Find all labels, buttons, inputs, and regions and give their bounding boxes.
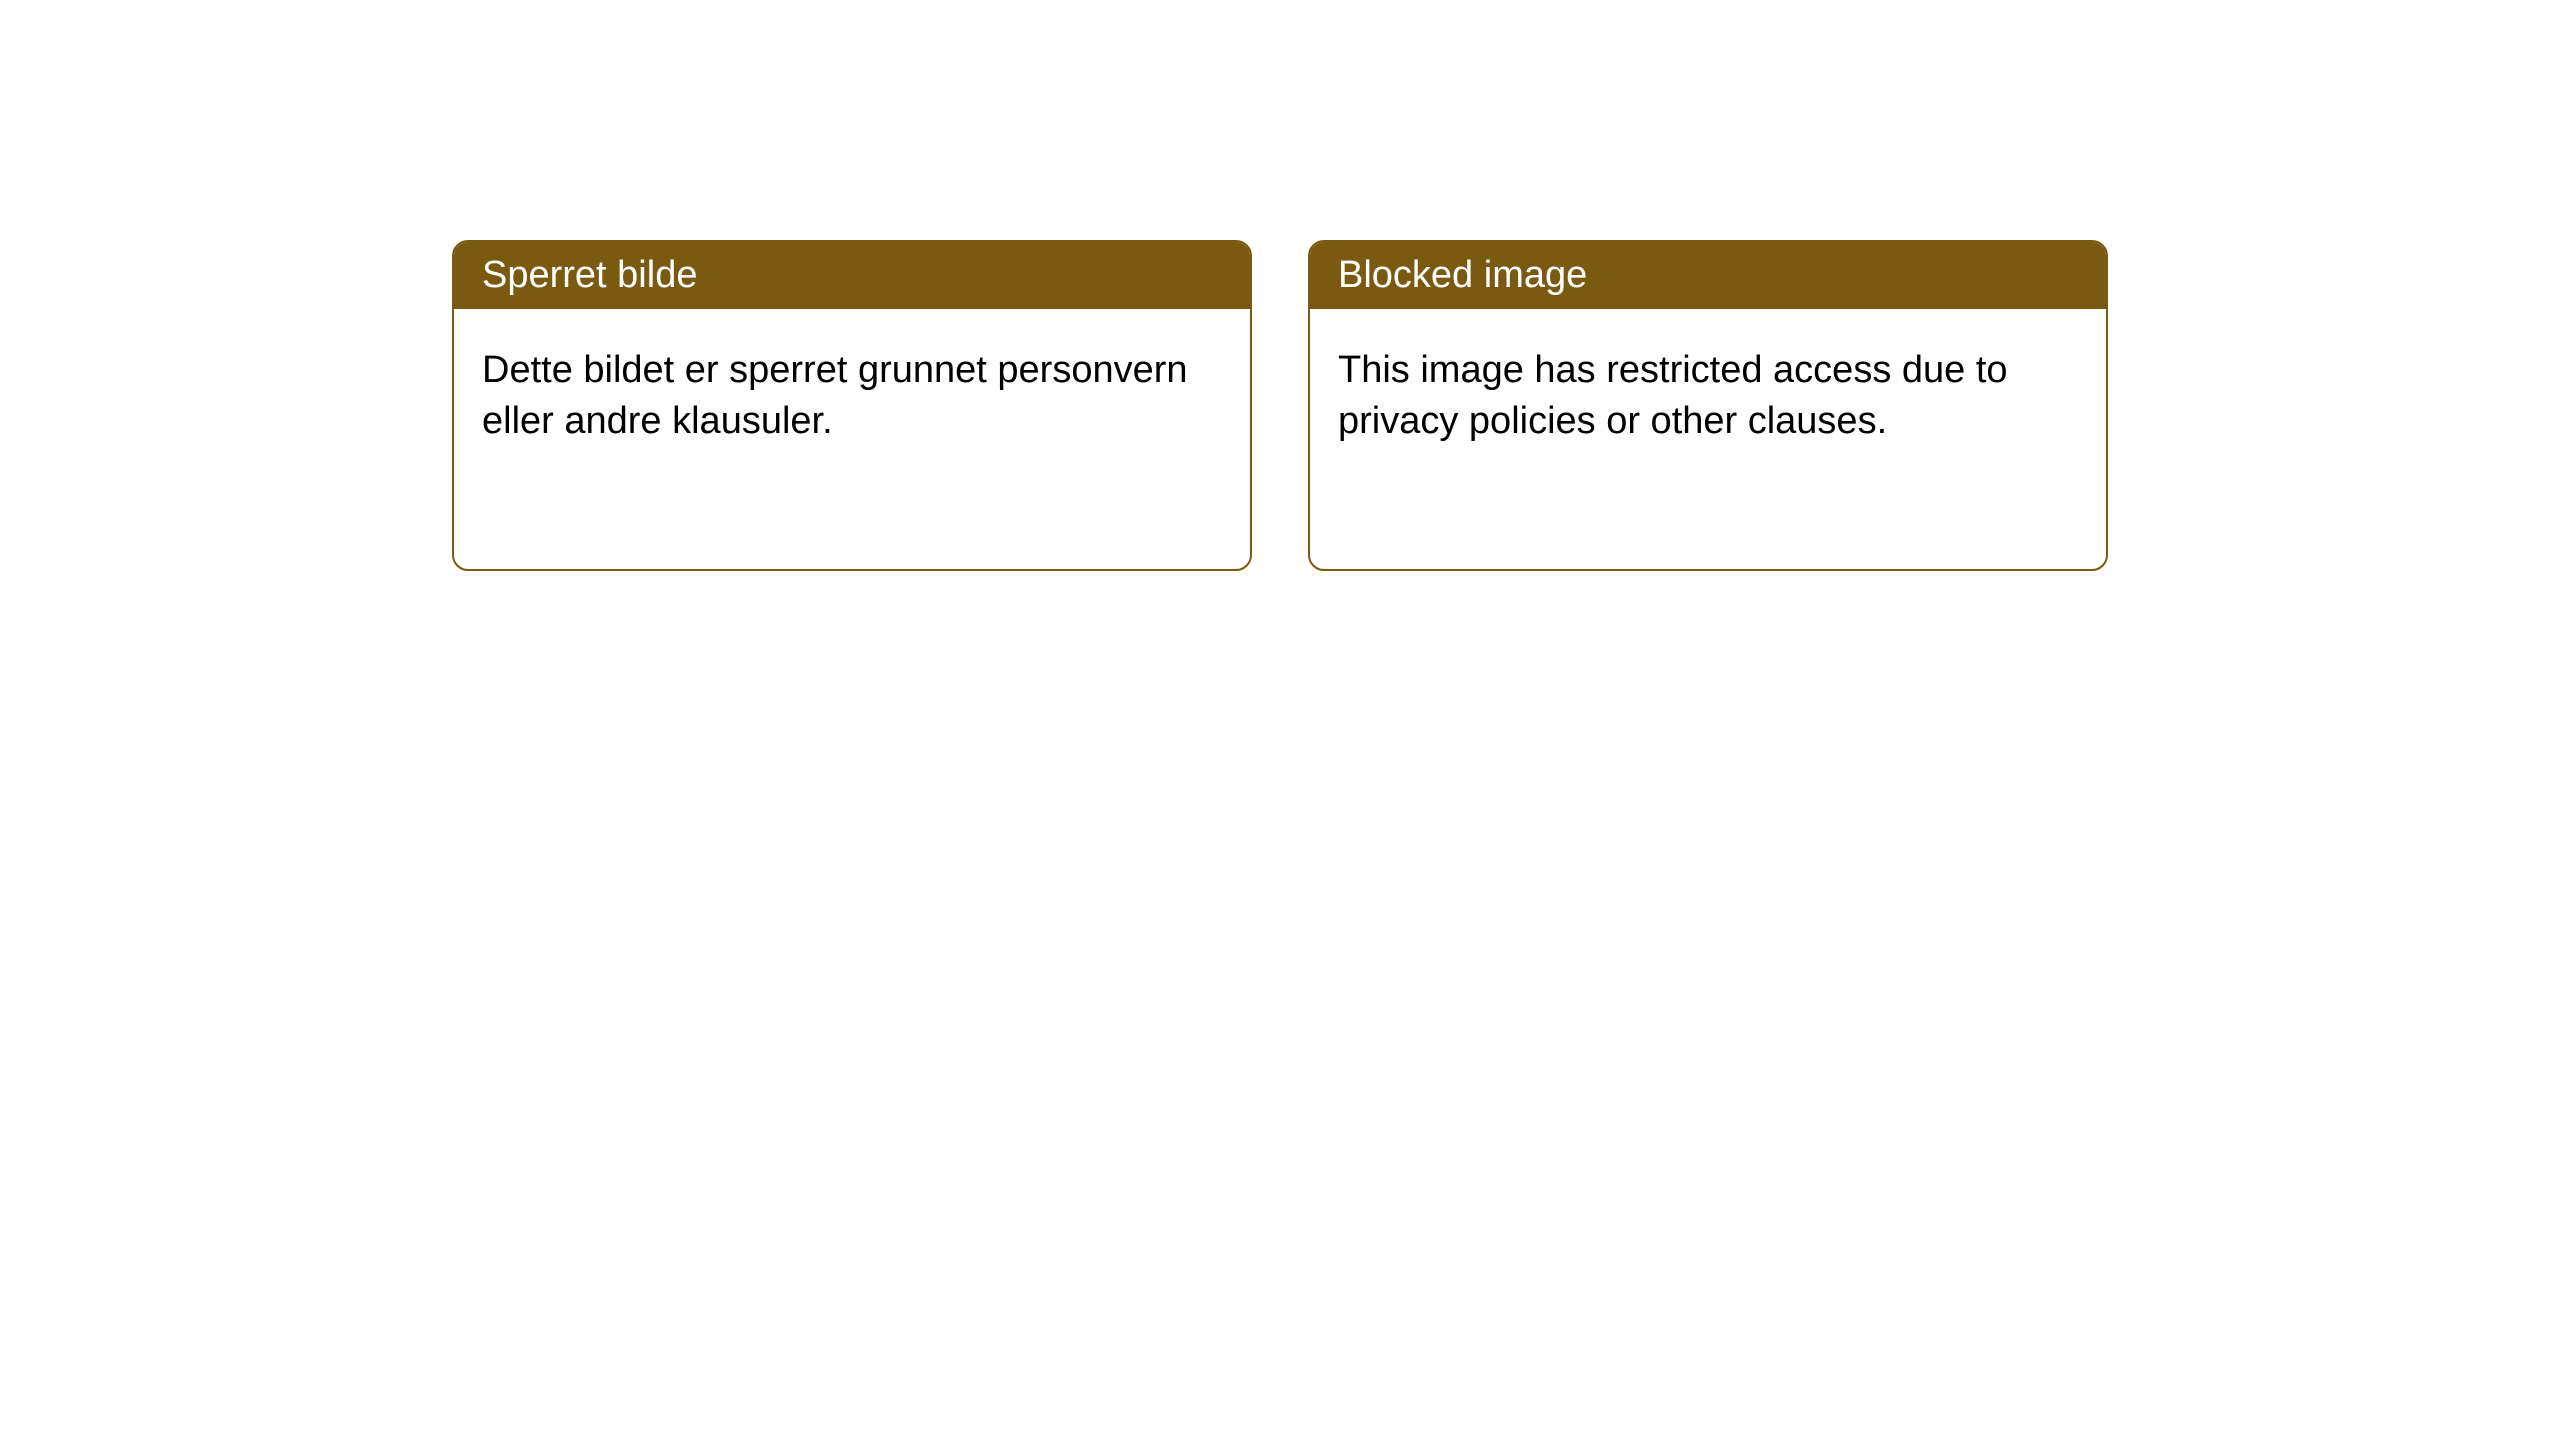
notice-title-en: Blocked image	[1338, 254, 1587, 296]
notice-body-no: Dette bildet er sperret grunnet personve…	[454, 309, 1250, 484]
notice-container: Sperret bilde Dette bildet er sperret gr…	[452, 240, 2108, 571]
notice-header-no: Sperret bilde	[454, 242, 1250, 309]
notice-body-en: This image has restricted access due to …	[1310, 309, 2106, 484]
notice-card-no: Sperret bilde Dette bildet er sperret gr…	[452, 240, 1252, 571]
notice-title-no: Sperret bilde	[482, 254, 697, 296]
notice-text-no: Dette bildet er sperret grunnet personve…	[482, 349, 1188, 442]
notice-text-en: This image has restricted access due to …	[1338, 349, 2008, 442]
notice-header-en: Blocked image	[1310, 242, 2106, 309]
notice-card-en: Blocked image This image has restricted …	[1308, 240, 2108, 571]
